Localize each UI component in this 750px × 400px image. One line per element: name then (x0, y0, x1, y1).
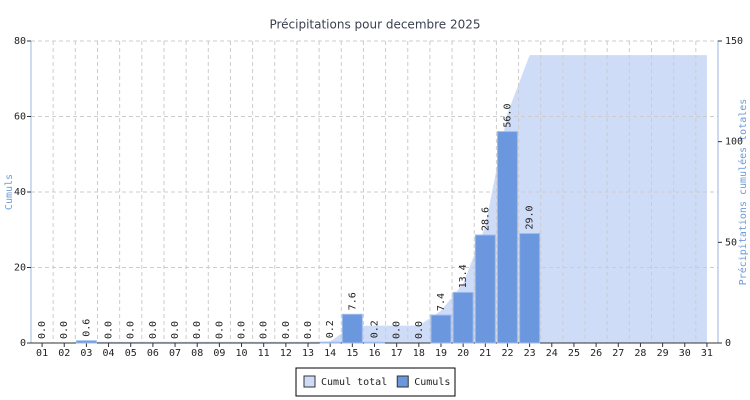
x-tick-label: 03 (80, 348, 92, 359)
bar (452, 291, 474, 344)
x-tick-label: 24 (546, 348, 558, 359)
data-label: 29.0 (525, 205, 536, 229)
y-tick-label: 20 (14, 263, 26, 274)
data-label: 0.0 (392, 321, 403, 339)
x-tick-label: 12 (280, 348, 292, 359)
bar (319, 341, 341, 344)
x-tick-label: 21 (479, 348, 491, 359)
y-tick-label: 40 (14, 187, 26, 198)
data-label: 0.0 (214, 321, 225, 339)
chart-title: Précipitations pour decembre 2025 (269, 18, 480, 32)
data-label: 0.2 (370, 320, 381, 338)
y2-tick-label: 0 (725, 338, 731, 349)
x-tick-label: 23 (524, 348, 536, 359)
x-tick-label: 31 (701, 348, 713, 359)
legend-label: Cumuls (414, 377, 450, 388)
x-tick-label: 20 (457, 348, 469, 359)
data-label: 0.0 (303, 321, 314, 339)
data-label: 0.0 (259, 321, 270, 339)
bar (364, 341, 385, 344)
data-label: 0.0 (37, 321, 48, 339)
data-label: 7.6 (347, 292, 358, 310)
x-tick-label: 26 (590, 348, 602, 359)
data-label: 0.0 (281, 321, 292, 339)
x-tick-label: 01 (36, 348, 48, 359)
x-tick-label: 19 (435, 348, 447, 359)
x-tick-label: 06 (147, 348, 159, 359)
data-label: 56.0 (502, 104, 513, 128)
x-tick-label: 09 (213, 348, 225, 359)
data-label: 0.0 (126, 321, 137, 339)
x-tick-label: 16 (368, 348, 380, 359)
x-tick-label: 17 (391, 348, 403, 359)
bar (341, 313, 363, 344)
data-label: 0.0 (170, 321, 181, 339)
bar (474, 234, 496, 344)
data-label: 0.0 (59, 321, 70, 339)
x-tick-label: 28 (634, 348, 646, 359)
y2-axis-title: Précipitations cumulées totales (737, 99, 749, 286)
data-label: 0.6 (81, 319, 92, 337)
x-tick-label: 25 (568, 348, 580, 359)
y2-tick-label: 100 (725, 137, 743, 148)
x-tick-label: 08 (191, 348, 203, 359)
bar (75, 340, 97, 344)
x-tick-label: 02 (58, 348, 70, 359)
data-label: 0.2 (325, 320, 336, 338)
y-tick-label: 60 (14, 112, 26, 123)
x-tick-label: 10 (236, 348, 248, 359)
data-label: 0.0 (148, 321, 159, 339)
x-tick-label: 18 (413, 348, 425, 359)
x-tick-label: 05 (125, 348, 137, 359)
x-tick-label: 30 (679, 348, 691, 359)
x-tick-label: 14 (324, 348, 336, 359)
bar (519, 233, 541, 344)
y2-tick-label: 50 (725, 237, 737, 248)
x-tick-label: 15 (346, 348, 358, 359)
x-tick-label: 07 (169, 348, 181, 359)
data-label: 13.4 (458, 264, 469, 288)
legend-swatch (396, 375, 409, 388)
x-tick-label: 29 (657, 348, 669, 359)
bar (496, 131, 518, 344)
legend-swatch (303, 375, 316, 388)
legend-label: Cumul total (321, 377, 387, 388)
y-tick-label: 80 (14, 36, 26, 47)
y-axis-title: Cumuls (4, 174, 15, 210)
x-tick-label: 22 (501, 348, 513, 359)
data-label: 0.0 (237, 321, 248, 339)
x-tick-label: 13 (302, 348, 314, 359)
data-label: 0.0 (104, 321, 115, 339)
data-label: 7.4 (436, 293, 447, 311)
legend-box (295, 367, 456, 397)
x-tick-label: 04 (103, 348, 115, 359)
x-tick-label: 11 (258, 348, 270, 359)
bar (430, 314, 452, 344)
x-tick-label: 27 (612, 348, 624, 359)
data-label: 28.6 (480, 207, 491, 231)
data-label: 0.0 (414, 321, 425, 339)
y-tick-label: 0 (20, 338, 26, 349)
y2-tick-label: 150 (725, 36, 743, 47)
data-label: 0.0 (192, 321, 203, 339)
